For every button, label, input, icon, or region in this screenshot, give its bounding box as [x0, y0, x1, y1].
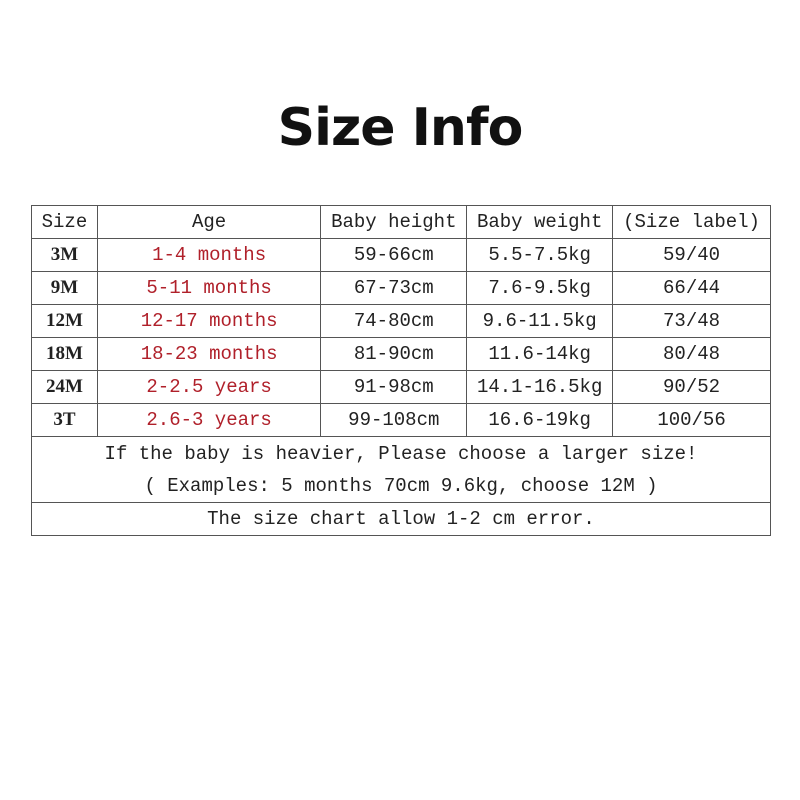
cell-size: 3T: [31, 403, 98, 437]
cell-height: 59-66cm: [320, 238, 468, 272]
cell-size: 18M: [31, 337, 98, 371]
cell-size: 12M: [31, 304, 98, 338]
size-chart-table: Size Age Baby height Baby weight (Size l…: [31, 205, 771, 536]
table-row: 3T 2.6-3 years 99-108cm 16.6-19kg 100/56: [31, 403, 771, 437]
cell-height: 67-73cm: [320, 271, 468, 305]
cell-size-label: 80/48: [612, 337, 771, 371]
cell-age: 2.6-3 years: [96, 403, 322, 437]
note-line-2: ( Examples: 5 months 70cm 9.6kg, choose …: [144, 474, 658, 497]
cell-weight: 7.6-9.5kg: [466, 271, 614, 305]
error-row: The size chart allow 1-2 cm error.: [31, 502, 771, 536]
table-row: 24M 2-2.5 years 91-98cm 14.1-16.5kg 90/52: [31, 370, 771, 404]
cell-size: 24M: [31, 370, 98, 404]
note-line-1: If the baby is heavier, Please choose a …: [104, 442, 698, 465]
header-height: Baby height: [320, 205, 468, 239]
cell-size-label: 100/56: [612, 403, 771, 437]
cell-age: 1-4 months: [96, 238, 322, 272]
page-title: Size Info: [277, 98, 524, 158]
cell-size-label: 59/40: [612, 238, 771, 272]
cell-size-label: 73/48: [612, 304, 771, 338]
error-note: The size chart allow 1-2 cm error.: [31, 502, 771, 536]
note-cell: If the baby is heavier, Please choose a …: [31, 436, 771, 503]
header-size-label: (Size label): [612, 205, 771, 239]
table-row: 3M 1-4 months 59-66cm 5.5-7.5kg 59/40: [31, 238, 771, 272]
cell-age: 18-23 months: [96, 337, 322, 371]
header-age: Age: [96, 205, 322, 239]
cell-weight: 5.5-7.5kg: [466, 238, 614, 272]
cell-height: 91-98cm: [320, 370, 468, 404]
cell-age: 12-17 months: [96, 304, 322, 338]
cell-size-label: 90/52: [612, 370, 771, 404]
header-size: Size: [31, 205, 98, 239]
table-row: 9M 5-11 months 67-73cm 7.6-9.5kg 66/44: [31, 271, 771, 305]
cell-weight: 11.6-14kg: [466, 337, 614, 371]
header-row: Size Age Baby height Baby weight (Size l…: [31, 205, 771, 239]
note-row: If the baby is heavier, Please choose a …: [31, 436, 771, 503]
table-row: 12M 12-17 months 74-80cm 9.6-11.5kg 73/48: [31, 304, 771, 338]
cell-weight: 16.6-19kg: [466, 403, 614, 437]
cell-age: 2-2.5 years: [96, 370, 322, 404]
cell-size-label: 66/44: [612, 271, 771, 305]
cell-height: 74-80cm: [320, 304, 468, 338]
header-weight: Baby weight: [466, 205, 614, 239]
cell-weight: 9.6-11.5kg: [466, 304, 614, 338]
cell-height: 99-108cm: [320, 403, 468, 437]
cell-height: 81-90cm: [320, 337, 468, 371]
cell-size: 9M: [31, 271, 98, 305]
cell-size: 3M: [31, 238, 98, 272]
table-row: 18M 18-23 months 81-90cm 11.6-14kg 80/48: [31, 337, 771, 371]
cell-weight: 14.1-16.5kg: [466, 370, 614, 404]
cell-age: 5-11 months: [96, 271, 322, 305]
